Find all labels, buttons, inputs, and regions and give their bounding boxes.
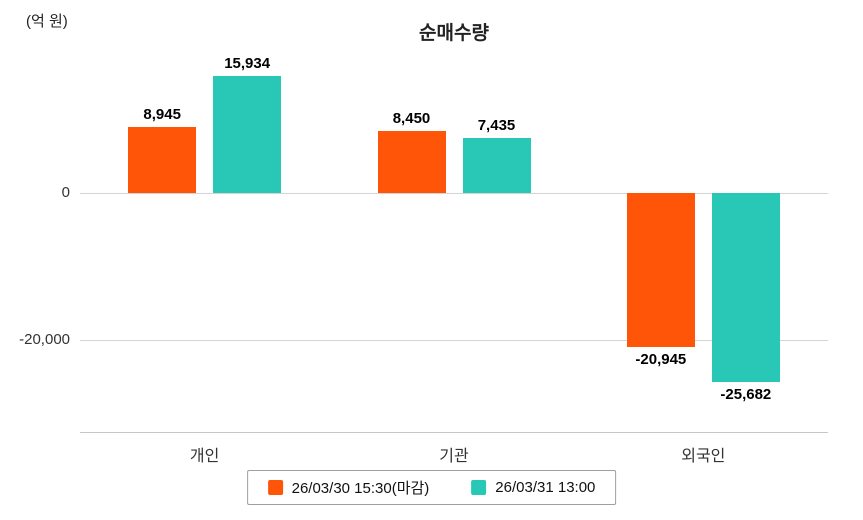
y-tick-label: 0 xyxy=(61,184,70,201)
y-axis-unit-label: (억 원) xyxy=(26,13,68,30)
legend-label: 26/03/30 15:30(마감) xyxy=(291,480,430,497)
bar-value-label: 15,934 xyxy=(224,54,271,72)
bar-외국인-series2 xyxy=(711,193,780,382)
bar-value-label: 8,945 xyxy=(143,106,181,124)
bar-기관-series1 xyxy=(377,130,446,193)
gridline xyxy=(80,340,828,341)
chart-title: 순매수량 xyxy=(419,23,489,44)
bar-value-label: 7,435 xyxy=(477,117,516,135)
legend-item: 26/03/30 15:30(마감) xyxy=(267,477,430,498)
category-label-개인: 개인 xyxy=(189,448,220,465)
bar-value-label: 8,450 xyxy=(392,109,431,127)
bar-개인-series1 xyxy=(128,127,197,193)
bar-value-label: -20,945 xyxy=(635,350,687,368)
gridline xyxy=(80,193,828,194)
legend-swatch-icon xyxy=(471,480,487,495)
y-tick-label: -20,000 xyxy=(19,331,70,348)
x-axis-line xyxy=(80,432,828,433)
bar-외국인-series1 xyxy=(626,193,695,347)
legend: 26/03/30 15:30(마감) 26/03/31 13:00 xyxy=(246,470,617,505)
plot-area: 8,945 8,450 -20,945 15,934 7,435 -25,682 xyxy=(80,50,828,433)
legend-item: 26/03/31 13:00 xyxy=(471,479,595,496)
bar-value-label: -25,682 xyxy=(720,385,772,403)
category-label-외국인: 외국인 xyxy=(681,448,726,465)
bar-기관-series2 xyxy=(462,138,531,193)
bar-개인-series2 xyxy=(213,75,282,193)
legend-swatch-icon xyxy=(267,480,283,495)
category-label-기관: 기관 xyxy=(439,448,469,465)
legend-label: 26/03/31 13:00 xyxy=(495,479,596,496)
